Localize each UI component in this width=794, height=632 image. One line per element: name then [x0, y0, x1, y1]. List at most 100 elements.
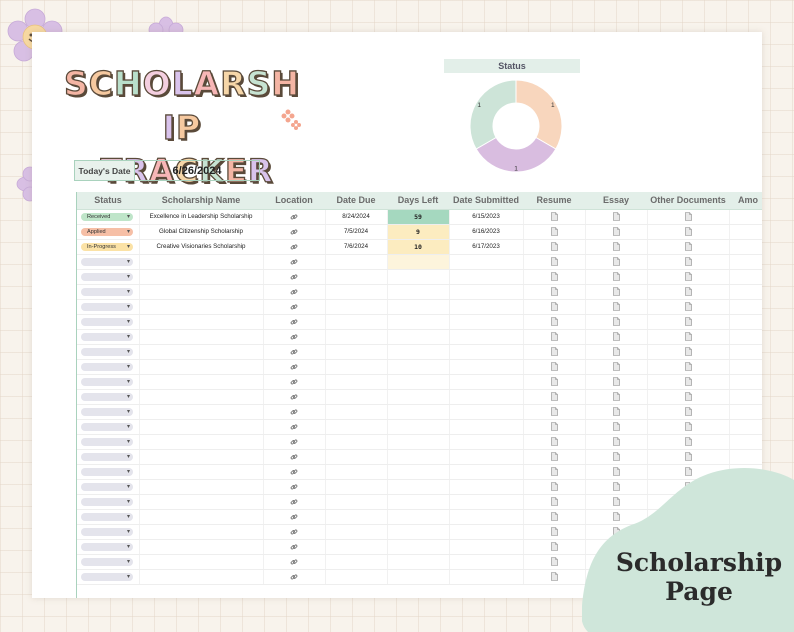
- essay-cell[interactable]: [585, 284, 648, 300]
- other-documents-cell[interactable]: [647, 209, 730, 225]
- file-icon[interactable]: [684, 212, 692, 221]
- location-cell[interactable]: [263, 224, 326, 240]
- link-icon[interactable]: [290, 498, 298, 506]
- link-icon[interactable]: [290, 378, 298, 386]
- date-due-cell[interactable]: 8/24/2024: [325, 209, 388, 225]
- amount-cell[interactable]: [729, 404, 762, 420]
- file-icon[interactable]: [684, 422, 692, 431]
- donut-slice-applied[interactable]: [515, 79, 563, 150]
- file-icon[interactable]: [550, 227, 558, 236]
- link-icon[interactable]: [290, 393, 298, 401]
- other-documents-cell[interactable]: [647, 314, 730, 330]
- file-icon[interactable]: [612, 287, 620, 296]
- file-icon[interactable]: [550, 392, 558, 401]
- essay-cell[interactable]: [585, 269, 648, 285]
- other-documents-cell[interactable]: [647, 449, 730, 465]
- status-donut-chart[interactable]: 1 1 1: [468, 78, 564, 174]
- status-dropdown[interactable]: [81, 407, 133, 416]
- other-documents-cell[interactable]: [647, 254, 730, 270]
- resume-cell[interactable]: [523, 434, 586, 450]
- file-icon[interactable]: [684, 377, 692, 386]
- file-icon[interactable]: [550, 572, 558, 581]
- file-icon[interactable]: [550, 362, 558, 371]
- status-cell[interactable]: [77, 569, 140, 585]
- status-cell[interactable]: [77, 359, 140, 375]
- file-icon[interactable]: [612, 242, 620, 251]
- date-submitted-cell[interactable]: [449, 479, 524, 495]
- file-icon[interactable]: [550, 512, 558, 521]
- location-cell[interactable]: [263, 569, 326, 585]
- column-header-date-submitted[interactable]: Date Submitted: [449, 192, 523, 210]
- file-icon[interactable]: [612, 317, 620, 326]
- file-icon[interactable]: [550, 272, 558, 281]
- status-dropdown[interactable]: [81, 512, 133, 521]
- date-submitted-cell[interactable]: [449, 464, 524, 480]
- location-cell[interactable]: [263, 524, 326, 540]
- location-cell[interactable]: [263, 344, 326, 360]
- file-icon[interactable]: [684, 302, 692, 311]
- file-icon[interactable]: [684, 227, 692, 236]
- location-cell[interactable]: [263, 404, 326, 420]
- status-cell[interactable]: [77, 344, 140, 360]
- resume-cell[interactable]: [523, 269, 586, 285]
- link-icon[interactable]: [290, 258, 298, 266]
- date-due-cell[interactable]: [325, 569, 388, 585]
- status-dropdown[interactable]: [81, 332, 133, 341]
- scholarship-name-cell[interactable]: Excellence in Leadership Scholarship: [139, 209, 264, 225]
- status-dropdown[interactable]: [81, 452, 133, 461]
- location-cell[interactable]: [263, 494, 326, 510]
- date-submitted-cell[interactable]: [449, 554, 524, 570]
- essay-cell[interactable]: [585, 479, 648, 495]
- scholarship-name-cell[interactable]: [139, 254, 264, 270]
- file-icon[interactable]: [550, 287, 558, 296]
- file-icon[interactable]: [550, 527, 558, 536]
- location-cell[interactable]: [263, 284, 326, 300]
- essay-cell[interactable]: [585, 314, 648, 330]
- link-icon[interactable]: [290, 558, 298, 566]
- location-cell[interactable]: [263, 479, 326, 495]
- file-icon[interactable]: [550, 317, 558, 326]
- file-icon[interactable]: [612, 227, 620, 236]
- location-cell[interactable]: [263, 314, 326, 330]
- other-documents-cell[interactable]: [647, 269, 730, 285]
- file-icon[interactable]: [612, 212, 620, 221]
- amount-cell[interactable]: [729, 389, 762, 405]
- date-due-cell[interactable]: [325, 359, 388, 375]
- amount-cell[interactable]: [729, 434, 762, 450]
- today-date-value[interactable]: 6/26/2024: [172, 164, 222, 177]
- file-icon[interactable]: [550, 422, 558, 431]
- link-icon[interactable]: [290, 228, 298, 236]
- status-cell[interactable]: [77, 299, 140, 315]
- scholarship-name-cell[interactable]: [139, 539, 264, 555]
- essay-cell[interactable]: [585, 344, 648, 360]
- status-cell[interactable]: In-Progress: [77, 239, 140, 255]
- status-cell[interactable]: [77, 479, 140, 495]
- resume-cell[interactable]: [523, 554, 586, 570]
- status-dropdown[interactable]: [81, 437, 133, 446]
- essay-cell[interactable]: [585, 509, 648, 525]
- resume-cell[interactable]: [523, 569, 586, 585]
- column-header-status[interactable]: Status: [77, 192, 139, 210]
- essay-cell[interactable]: [585, 299, 648, 315]
- link-icon[interactable]: [290, 468, 298, 476]
- location-cell[interactable]: [263, 254, 326, 270]
- file-icon[interactable]: [684, 347, 692, 356]
- link-icon[interactable]: [290, 333, 298, 341]
- file-icon[interactable]: [684, 467, 692, 476]
- essay-cell[interactable]: [585, 374, 648, 390]
- scholarship-name-cell[interactable]: [139, 569, 264, 585]
- amount-cell[interactable]: [729, 419, 762, 435]
- date-submitted-cell[interactable]: [449, 539, 524, 555]
- date-submitted-cell[interactable]: [449, 389, 524, 405]
- essay-cell[interactable]: [585, 254, 648, 270]
- date-due-cell[interactable]: [325, 389, 388, 405]
- essay-cell[interactable]: [585, 419, 648, 435]
- date-due-cell[interactable]: [325, 419, 388, 435]
- file-icon[interactable]: [684, 272, 692, 281]
- date-submitted-cell[interactable]: [449, 524, 524, 540]
- column-header-scholarship-name[interactable]: Scholarship Name: [139, 192, 263, 210]
- resume-cell[interactable]: [523, 509, 586, 525]
- scholarship-name-cell[interactable]: [139, 359, 264, 375]
- status-dropdown[interactable]: Applied: [81, 227, 133, 236]
- status-cell[interactable]: [77, 374, 140, 390]
